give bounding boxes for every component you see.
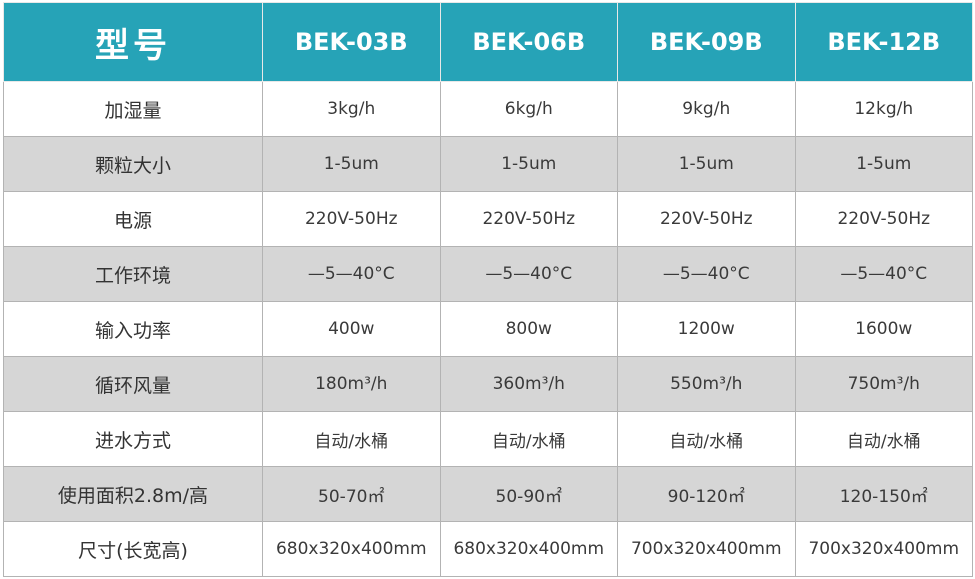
spec-label: 加湿量 xyxy=(3,81,263,137)
spec-value: 1-5um xyxy=(617,136,796,192)
spec-value: 180m³/h xyxy=(262,356,441,412)
table-row: 颗粒大小 1-5um 1-5um 1-5um 1-5um xyxy=(3,136,973,192)
spec-value: —5—40°C xyxy=(262,246,441,302)
spec-value: 1600w xyxy=(794,301,973,357)
spec-value: 680x320x400mm xyxy=(262,521,441,577)
model-name: BEK-12B xyxy=(794,2,973,82)
model-name: BEK-03B xyxy=(262,2,441,82)
spec-value: 700x320x400mm xyxy=(794,521,973,577)
spec-value: 9kg/h xyxy=(617,81,796,137)
table-row: 循环风量 180m³/h 360m³/h 550m³/h 750m³/h xyxy=(3,356,973,412)
spec-value: 自动/水桶 xyxy=(617,411,796,467)
spec-value: 750m³/h xyxy=(794,356,973,412)
spec-value: 自动/水桶 xyxy=(794,411,973,467)
model-header: 型号 xyxy=(3,2,263,82)
spec-value: —5—40°C xyxy=(617,246,796,302)
header-row: 型号 BEK-03B BEK-06B BEK-09B BEK-12B xyxy=(3,2,973,82)
spec-value: 700x320x400mm xyxy=(617,521,796,577)
spec-value: 50-70㎡ xyxy=(262,466,441,522)
table-row: 尺寸(长宽高) 680x320x400mm 680x320x400mm 700x320… xyxy=(3,521,973,577)
spec-value: —5—40°C xyxy=(794,246,973,302)
spec-label: 尺寸(长宽高) xyxy=(3,521,263,577)
spec-value: —5—40°C xyxy=(439,246,618,302)
spec-table: 型号 BEK-03B BEK-06B BEK-09B BEK-12B 加湿量 3k… xyxy=(3,2,973,577)
model-name: BEK-06B xyxy=(439,2,618,82)
spec-label: 颗粒大小 xyxy=(3,136,263,192)
table-row: 进水方式 自动/水桶 自动/水桶 自动/水桶 自动/水桶 xyxy=(3,411,973,467)
spec-value: 3kg/h xyxy=(262,81,441,137)
spec-label: 进水方式 xyxy=(3,411,263,467)
spec-value: 90-120㎡ xyxy=(617,466,796,522)
spec-value: 自动/水桶 xyxy=(262,411,441,467)
spec-label: 循环风量 xyxy=(3,356,263,412)
table-row: 电源 220V-50Hz 220V-50Hz 220V-50Hz 220V-50Hz xyxy=(3,191,973,247)
spec-value: 550m³/h xyxy=(617,356,796,412)
spec-value: 1-5um xyxy=(262,136,441,192)
spec-value: 400w xyxy=(262,301,441,357)
spec-value: 220V-50Hz xyxy=(262,191,441,247)
table-row: 使用面积2.8m/高 50-70㎡ 50-90㎡ 90-120㎡ 120-150㎡ xyxy=(3,466,973,522)
spec-value: 12kg/h xyxy=(794,81,973,137)
spec-value: 120-150㎡ xyxy=(794,466,973,522)
spec-label: 电源 xyxy=(3,191,263,247)
spec-value: 1-5um xyxy=(439,136,618,192)
spec-value: 1-5um xyxy=(794,136,973,192)
spec-value: 360m³/h xyxy=(439,356,618,412)
table-row: 加湿量 3kg/h 6kg/h 9kg/h 12kg/h xyxy=(3,81,973,137)
spec-value: 680x320x400mm xyxy=(439,521,618,577)
table-row: 工作环境 —5—40°C —5—40°C —5—40°C —5—40°C xyxy=(3,246,973,302)
spec-label: 输入功率 xyxy=(3,301,263,357)
table-row: 输入功率 400w 800w 1200w 1600w xyxy=(3,301,973,357)
model-name: BEK-09B xyxy=(617,2,796,82)
spec-value: 1200w xyxy=(617,301,796,357)
spec-label: 使用面积2.8m/高 xyxy=(3,466,263,522)
spec-value: 50-90㎡ xyxy=(439,466,618,522)
spec-value: 220V-50Hz xyxy=(794,191,973,247)
spec-value: 800w xyxy=(439,301,618,357)
spec-value: 6kg/h xyxy=(439,81,618,137)
spec-label: 工作环境 xyxy=(3,246,263,302)
spec-value: 自动/水桶 xyxy=(439,411,618,467)
spec-value: 220V-50Hz xyxy=(617,191,796,247)
spec-value: 220V-50Hz xyxy=(439,191,618,247)
